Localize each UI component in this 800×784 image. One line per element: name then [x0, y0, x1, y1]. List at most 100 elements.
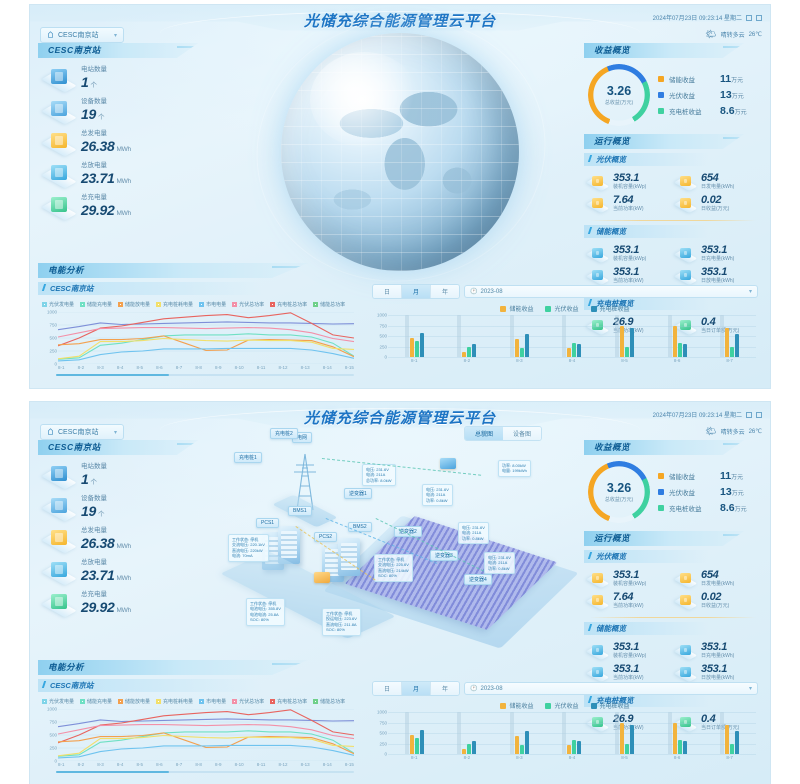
bar-legend-charger[interactable]: 充电桩收益: [590, 304, 630, 313]
donut-caption: 总收益(万元): [604, 100, 634, 106]
ess-power-icon: [585, 265, 610, 286]
legend-toggle-4[interactable]: 市电电量: [199, 698, 226, 705]
topology-diagram[interactable]: 总貌图 设备图 电网 充电桩1 充电桩2 PCS1 BMS1 PCS2 BMS2…: [220, 422, 586, 662]
bar-legend-pv[interactable]: 光伏收益: [545, 304, 579, 313]
x-tick: 8-1: [411, 358, 418, 363]
revenue-title: 收益概览: [584, 440, 745, 455]
legend-toggle-4[interactable]: 市电电量: [199, 301, 226, 308]
bar-legend-ess[interactable]: 储能收益: [500, 304, 533, 313]
legend-toggle-2[interactable]: 储能放电量: [118, 698, 150, 705]
legend-toggle-7[interactable]: 储能总功率: [313, 301, 345, 308]
line-chart-scrollbar[interactable]: [56, 374, 354, 376]
tab-year[interactable]: 年: [430, 285, 460, 298]
legend-toggle-0[interactable]: 光伏发电量: [42, 301, 74, 308]
ess-discharge-icon: [673, 662, 698, 683]
bar-legend-pv[interactable]: 光伏收益: [545, 701, 579, 710]
bms1-cabinet-icon[interactable]: [278, 526, 300, 564]
legend-toggle-1[interactable]: 储能充电量: [80, 698, 112, 705]
x-tick: 8-2: [463, 755, 471, 760]
period-tabs[interactable]: 日 月 年: [372, 681, 461, 696]
station-selector[interactable]: CESC南京站 ▾: [40, 424, 124, 440]
node-label-inverter1[interactable]: 逆变器1: [344, 488, 372, 499]
legend-value: 8.6: [720, 105, 735, 117]
sidebar-item-total-discharge[interactable]: 总放电量 23.71 MWh: [41, 555, 216, 586]
station-selector[interactable]: CESC南京站 ▾: [40, 27, 124, 43]
sidebar-item-device-count[interactable]: 设备数量 19 个: [41, 94, 216, 125]
legend-toggle-5[interactable]: 光伏总功率: [232, 301, 264, 308]
tab-month[interactable]: 月: [401, 682, 431, 695]
node-label-inverter4[interactable]: 逆变器4: [464, 574, 492, 585]
date-picker[interactable]: 🕐 2023-08 ▾: [464, 682, 758, 695]
legend-label: 充电桩收益: [669, 109, 702, 116]
battery-discharge-icon: [41, 555, 77, 586]
metric-charger-order: 0.4 当日订单额(万元): [673, 315, 760, 336]
sidebar-item-total-generation[interactable]: 总发电量 26.38 MWh: [41, 523, 216, 554]
tab-overview-map[interactable]: 总貌图: [465, 427, 504, 440]
node-label-inverter2[interactable]: 逆变器2: [394, 526, 422, 537]
legend-toggle-3[interactable]: 充电桩耗电量: [156, 698, 193, 705]
legend-toggle-5[interactable]: 光伏总功率: [232, 698, 264, 705]
topology-tabs[interactable]: 总貌图 设备图: [464, 426, 543, 441]
legend-toggle-6[interactable]: 充电桩总功率: [270, 698, 307, 705]
sidebar-item-total-charge[interactable]: 总充电量 29.92 MWh: [41, 587, 216, 618]
grid-icon[interactable]: [746, 14, 752, 21]
kpi-value: 29.92: [81, 598, 115, 615]
infobox-charger2: 功率: 8.00kW 电量: 199kWh: [498, 460, 531, 477]
node-label-pcs1[interactable]: PCS1: [256, 518, 280, 528]
tab-day[interactable]: 日: [373, 682, 402, 695]
line-chart-scrollbar[interactable]: [56, 771, 354, 773]
bar-group: [404, 315, 424, 357]
bar: [409, 734, 414, 754]
grid-icon[interactable]: [746, 411, 752, 418]
legend-color-swatch: [658, 108, 664, 114]
line-chart-legend[interactable]: 光伏发电量 储能充电量 储能放电量 充电桩耗电量 市电电量 光伏总功率 充电桩总…: [38, 298, 360, 310]
date-picker-value: 2023-08: [480, 288, 503, 295]
bar-legend-ess[interactable]: 储能收益: [500, 701, 533, 710]
kpi-label: 设备数量: [81, 97, 107, 105]
node-label-inverter3[interactable]: 逆变器3: [430, 550, 458, 561]
bms2-cabinet-icon[interactable]: [338, 538, 360, 576]
bar-legend-charger[interactable]: 充电桩收益: [590, 701, 630, 710]
x-tick: 8-8: [195, 365, 202, 370]
node-label-charger1[interactable]: 充电桩1: [234, 452, 262, 463]
section-divider: [590, 220, 756, 221]
line-chart-legend[interactable]: 光伏发电量 储能充电量 储能放电量 充电桩耗电量 市电电量 光伏总功率 充电桩总…: [38, 695, 360, 707]
bar-chart-box: 日 月 年 🕐 2023-08 ▾ 储能收益 光伏收益 充电桩收益: [368, 679, 762, 773]
sidebar-item-total-discharge[interactable]: 总放电量 23.71 MWh: [41, 158, 216, 189]
metric-label: 装机容量(kWp): [613, 255, 647, 262]
legend-toggle-2[interactable]: 储能放电量: [118, 301, 150, 308]
fullscreen-icon[interactable]: [756, 411, 762, 418]
legend-toggle-3[interactable]: 充电桩耗电量: [156, 301, 193, 308]
legend-label: 光伏收益: [669, 93, 695, 100]
x-tick: 8-5: [136, 762, 144, 767]
legend-toggle-0[interactable]: 光伏发电量: [42, 698, 74, 705]
node-label-pcs2[interactable]: PCS2: [314, 532, 338, 542]
legend-toggle-1[interactable]: 储能充电量: [80, 301, 112, 308]
sidebar-item-total-generation[interactable]: 总发电量 26.38 MWh: [41, 126, 216, 157]
metric-label: 当前功率(kW): [613, 327, 644, 334]
sidebar-item-total-charge[interactable]: 总充电量 29.92 MWh: [41, 190, 216, 221]
x-tick: 8-15: [344, 365, 354, 370]
tab-day[interactable]: 日: [373, 285, 402, 298]
legend-toggle-6[interactable]: 充电桩总功率: [270, 301, 307, 308]
node-label-charger2[interactable]: 充电桩2: [270, 428, 298, 439]
tab-month[interactable]: 月: [401, 285, 431, 298]
node-label-bms1[interactable]: BMS1: [288, 506, 312, 516]
tab-year[interactable]: 年: [430, 682, 460, 695]
x-tick: 8-15: [344, 762, 354, 767]
fullscreen-icon[interactable]: [756, 14, 762, 21]
legend-toggle-7[interactable]: 储能总功率: [313, 698, 345, 705]
header-right: 2024年07月23日 09:23:14 星期二 🌤 晴转多云 26℃: [653, 13, 762, 40]
infobox-pcs1: 工作状态: 停机 交流电压: 220.1kV 直流电压: 220kW 电流: 7…: [228, 534, 269, 562]
node-label-bms2[interactable]: BMS2: [348, 522, 372, 532]
earth-globe-icon: [281, 33, 519, 271]
pv-revenue-icon: [673, 193, 698, 214]
line-chart-y-axis: 0 250 500 750 1000: [46, 309, 57, 367]
sidebar-item-device-count[interactable]: 设备数量 19 个: [41, 491, 216, 522]
period-tabs[interactable]: 日 月 年: [372, 284, 461, 299]
tab-device-map[interactable]: 设备图: [503, 427, 542, 440]
x-tick: 8-2: [77, 365, 85, 370]
date-picker[interactable]: 🕐 2023-08 ▾: [464, 285, 758, 298]
